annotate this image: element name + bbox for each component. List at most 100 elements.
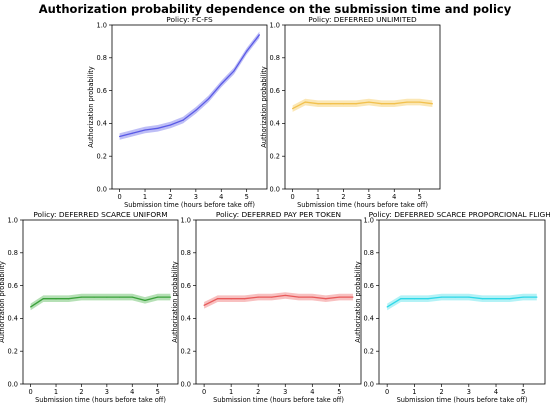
panel-title: Policy: DEFERRED PAY PER TOKEN [216, 210, 341, 219]
x-tick-label: 0 [29, 388, 33, 396]
y-tick-label: 1.0 [270, 21, 281, 29]
data-point [257, 296, 259, 298]
panel-2: Policy: DEFERRED UNLIMITED 0 1 2 3 4 5 0.0 0.2 0.… [260, 15, 441, 209]
y-tick-label: 0.0 [97, 185, 108, 193]
y-tick-label: 0.6 [8, 282, 19, 290]
x-tick-label: 2 [341, 193, 345, 201]
data-point [203, 304, 205, 306]
y-tick-label: 0.2 [181, 348, 192, 356]
x-tick-label: 5 [418, 193, 422, 201]
panel-title: Policy: DEFERRED SCARCE UNIFORM [33, 210, 167, 219]
x-tick-label: 5 [245, 193, 249, 201]
data-point [144, 129, 146, 131]
data-point [454, 296, 456, 298]
y-tick-label: 1.0 [97, 21, 108, 29]
data-point [304, 101, 306, 103]
y-axis-label: Authorization probability [171, 261, 179, 343]
data-point [182, 119, 184, 121]
y-tick-label: 1.0 [8, 216, 19, 224]
data-point [311, 296, 313, 298]
data-point [536, 296, 538, 298]
data-point [246, 50, 248, 52]
data-point [68, 298, 70, 300]
x-tick-label: 0 [291, 193, 295, 201]
x-tick-label: 3 [194, 193, 198, 201]
series-line [292, 101, 433, 110]
panel-title: Policy: DEFERRED UNLIMITED [308, 15, 417, 24]
x-tick-label: 0 [202, 388, 206, 396]
axes-frame [284, 24, 441, 190]
figure-suptitle: Authorization probability dependence on … [39, 2, 512, 16]
y-axis-label: Authorization probability [87, 66, 95, 148]
data-point [413, 298, 415, 300]
confidence-band [119, 31, 260, 140]
data-point [427, 298, 429, 300]
confidence-band [204, 292, 353, 309]
data-point [157, 296, 159, 298]
data-point [338, 296, 340, 298]
axes-frame [22, 219, 179, 385]
confidence-band [292, 98, 433, 112]
data-point [217, 298, 219, 300]
y-tick-label: 1.0 [181, 216, 192, 224]
x-tick-label: 1 [229, 388, 233, 396]
y-tick-label: 0.4 [181, 315, 192, 323]
y-tick-label: 0.6 [97, 87, 108, 95]
y-axis-label: Authorization probability [0, 261, 6, 343]
data-point [522, 296, 524, 298]
x-tick-label: 3 [283, 388, 287, 396]
data-point [393, 103, 395, 105]
series-line [119, 34, 260, 138]
data-point [440, 296, 443, 298]
panel-3: Policy: DEFERRED SCARCE UNIFORM 0 1 2 3 4 5 0.0… [0, 210, 179, 404]
series-line [386, 296, 537, 308]
data-point [271, 296, 273, 298]
x-tick-label: 2 [79, 388, 83, 396]
x-tick-label: 2 [439, 388, 443, 396]
data-point [495, 298, 497, 300]
data-point [230, 298, 232, 300]
data-point [119, 135, 121, 138]
y-tick-label: 0.4 [97, 120, 108, 128]
data-point [386, 306, 388, 308]
y-tick-label: 0.8 [97, 54, 108, 62]
y-tick-label: 0.2 [97, 153, 108, 161]
y-tick-label: 0.0 [8, 380, 19, 388]
series-line [203, 294, 353, 306]
data-point [144, 299, 146, 301]
data-point [284, 294, 286, 297]
data-point [325, 298, 327, 300]
x-tick-label: 4 [392, 193, 396, 201]
panel-1: Policy: FC-FS 0 1 2 3 4 5 0.0 0.2 0.4 0.6 0.8 1.0 Sub… [87, 15, 268, 209]
data-point [93, 296, 95, 298]
data-point [131, 132, 133, 134]
data-point [195, 109, 197, 111]
y-tick-label: 0.6 [181, 282, 192, 290]
x-axis-label: Submission time (hours before take off) [297, 201, 428, 209]
y-tick-label: 0.8 [364, 249, 375, 257]
data-point [368, 101, 370, 103]
data-point [406, 101, 408, 103]
y-tick-label: 0.8 [181, 249, 192, 257]
panel-5: Policy: DEFERRED SCARCE PROPORCIONAL FLI… [354, 210, 550, 404]
x-tick-label: 3 [467, 388, 471, 396]
data-point [481, 298, 484, 300]
data-point [342, 103, 345, 105]
y-tick-label: 0.0 [181, 380, 192, 388]
data-point [157, 127, 159, 129]
y-tick-label: 0.4 [270, 120, 281, 128]
data-point [352, 296, 354, 298]
x-axis-label: Submission time (hours before take off) [35, 396, 166, 404]
data-point [30, 306, 32, 308]
x-tick-label: 0 [385, 388, 389, 396]
y-tick-label: 0.2 [8, 348, 19, 356]
data-point [55, 298, 57, 300]
panel-title: Policy: FC-FS [166, 15, 213, 24]
data-point [317, 103, 319, 105]
x-tick-label: 5 [337, 388, 341, 396]
data-point [42, 298, 44, 300]
x-tick-label: 3 [367, 193, 371, 201]
x-tick-label: 2 [168, 193, 172, 201]
axes-frame [378, 219, 546, 385]
